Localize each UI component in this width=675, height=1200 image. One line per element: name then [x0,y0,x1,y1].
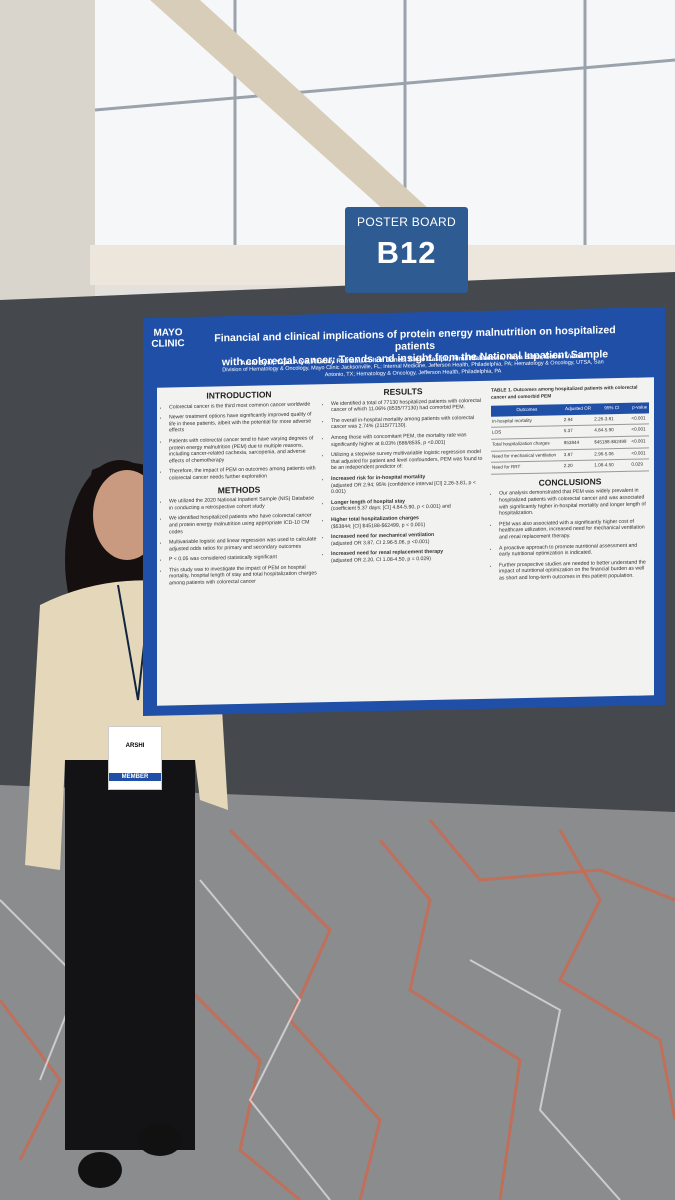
bullet: Multivariable logistic and linear regres… [169,536,317,552]
table-cell: <0.001 [630,424,649,437]
bullet: Our analysis demonstrated that PEM was w… [499,488,649,518]
finding: Increased risk for in-hospital mortality… [331,473,483,496]
table-cell: 2.26-3.81 [593,413,631,426]
logo: MAYO CLINIC [151,327,185,350]
poster-board-sign: POSTER BOARD B12 [345,207,468,293]
table-cell: <0.001 [630,435,649,448]
pillar [0,0,95,300]
bullet: Among those with concomitant PEM, the mo… [331,432,483,448]
poster-body: INTRODUCTIONColorectal cancer is the thi… [157,377,654,706]
finding: Higher total hospitalization charges($53… [331,514,483,530]
bullet: Patients with colorectal cancer tend to … [169,435,317,464]
badge-role: MEMBER [109,773,161,781]
poster-header: MAYO CLINIC Financial and clinical impli… [143,307,665,386]
table-cell: Need for RRT [491,460,563,474]
table-cell: 2.96-5.06 [593,447,631,461]
table-header-cell: p-value [630,402,649,414]
bullet: Therefore, the impact of PEM on outcomes… [169,466,317,482]
sign-code: B12 [376,235,437,270]
section-heading: INTRODUCTION [206,389,272,401]
bullet: Further prospective studies are needed t… [499,559,649,582]
bullet-list: Our analysis demonstrated that PEM was w… [491,488,649,582]
sign-label: POSTER BOARD [357,215,456,229]
name-badge: ARSHI MEMBER [108,726,162,790]
table-cell: <0.001 [630,447,649,460]
left-column: INTRODUCTIONColorectal cancer is the thi… [161,384,317,591]
bullet: The overall in-hospital mortality among … [331,415,483,431]
table-row: Need for RRT 2.20 1.08-4.50 0.029 [491,459,649,474]
carpet-pattern [0,819,675,1200]
bullet: A proactive approach to promote nutritio… [499,542,649,558]
table-cell: 4.84-5.90 [593,424,631,438]
middle-column: RESULTSWe identified a total of 77130 ho… [323,381,483,569]
table-cell: 5.37 [562,425,594,438]
table-cell: 2.20 [562,460,594,473]
table-cell: 3.87 [562,448,594,461]
finding: Longer length of hospital stay(coefficie… [331,497,483,513]
logo-line: CLINIC [151,338,185,350]
badge-name: ARSHI [125,743,145,749]
bullet: PEM was also associated with a significa… [499,518,649,541]
table-caption: TABLE 1. Outcomes among hospitalized pat… [491,385,638,401]
bullet-list: Colorectal cancer is the third most comm… [161,401,317,482]
beam [150,0,430,220]
finding: Increased need for renal replacement the… [331,548,483,564]
table-cell: 2.94 [562,414,594,427]
bullet: Colorectal cancer is the third most comm… [169,401,317,411]
finding-detail: (adjusted OR 2.94; 95% (confidence inter… [331,479,476,496]
section-heading: CONCLUSIONS [538,476,602,488]
bullet: We identified hospitalized patients who … [169,513,317,536]
table-cell: 1.08-4.50 [593,459,631,472]
finding: Increased need for mechanical ventilatio… [331,531,483,547]
bullet: P < 0.05 was considered statistically si… [169,554,317,564]
section-heading: METHODS [217,484,261,495]
table-cell: $45188-$62499 [593,436,631,449]
table-cell: 0.029 [630,459,649,472]
table-cell: <0.001 [630,413,649,425]
bullet: We identified a total of 77130 hospitali… [331,397,483,414]
table-header-cell: 95% CI [593,402,631,415]
logo-line: MAYO [153,327,183,339]
bullet: Utilizing a stepwise survey multivariabl… [331,449,483,472]
bullet: This study was to investigate the impact… [169,564,317,587]
section-heading: RESULTS [383,386,423,397]
table-cell: $53844 [562,437,594,450]
poster: MAYO CLINIC Financial and clinical impli… [143,307,665,716]
bullet: We utilized the 2020 National Inpatient … [169,495,317,512]
table-header-cell: Adjusted OR [562,403,594,415]
bullet-list: We identified a total of 77130 hospitali… [323,397,483,564]
bullet: Newer treatment options have significant… [169,412,317,435]
results-table: Outcomes Adjusted OR 95% CI p-value In-hospi… [491,402,649,475]
bullet-list: We utilized the 2020 National Inpatient … [161,495,317,587]
right-column: TABLE 1. Outcomes among hospitalized pat… [491,377,649,586]
